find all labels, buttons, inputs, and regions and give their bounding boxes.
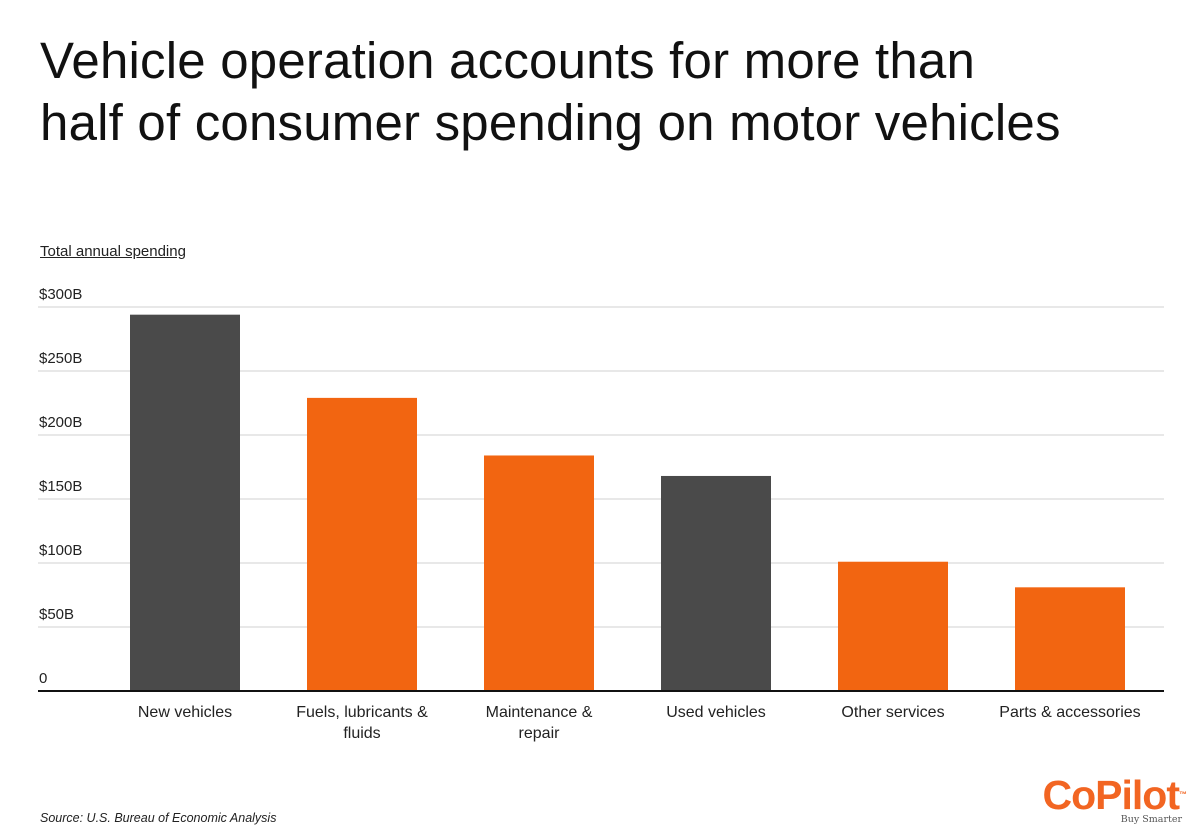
bar [661, 475, 771, 691]
chart-title-line-2: half of consumer spending on motor vehic… [40, 94, 1061, 151]
x-tick-label: New vehicles [138, 704, 232, 721]
y-tick-label: $100B [39, 542, 82, 559]
y-axis-caption: Total annual spending [40, 243, 186, 260]
x-tick-label: Parts & accessories [999, 704, 1140, 721]
copilot-logo: CoPilot™ Buy Smarter [1042, 772, 1187, 825]
chart-title-line-1: Vehicle operation accounts for more than [40, 32, 976, 89]
bar [484, 455, 594, 691]
x-tick-label: repair [519, 725, 561, 742]
x-tick-label: Fuels, lubricants & [296, 704, 428, 721]
x-tick-label: Maintenance & [486, 704, 593, 721]
bar [130, 314, 240, 691]
y-tick-label: $250B [39, 350, 82, 367]
y-tick-label: $150B [39, 478, 82, 495]
logo-tagline: Buy Smarter [1120, 814, 1182, 825]
source-note: Source: U.S. Bureau of Economic Analysis [40, 811, 277, 825]
y-tick-label: $300B [39, 286, 82, 303]
x-tick-label: Other services [841, 704, 944, 721]
logo-wordmark: CoPilot™ [1042, 772, 1187, 818]
chart-title: Vehicle operation accounts for more than… [40, 30, 1180, 154]
y-tick-label: $200B [39, 414, 82, 431]
x-tick-label: Used vehicles [666, 704, 766, 721]
y-tick-label: $50B [39, 606, 74, 623]
logo-trademark: ™ [1179, 790, 1187, 799]
bar [307, 397, 417, 691]
x-tick-label: fluids [343, 725, 380, 742]
bar [838, 561, 948, 691]
y-tick-label: 0 [39, 670, 47, 687]
logo-name: CoPilot [1042, 772, 1180, 818]
bar [1015, 587, 1125, 691]
